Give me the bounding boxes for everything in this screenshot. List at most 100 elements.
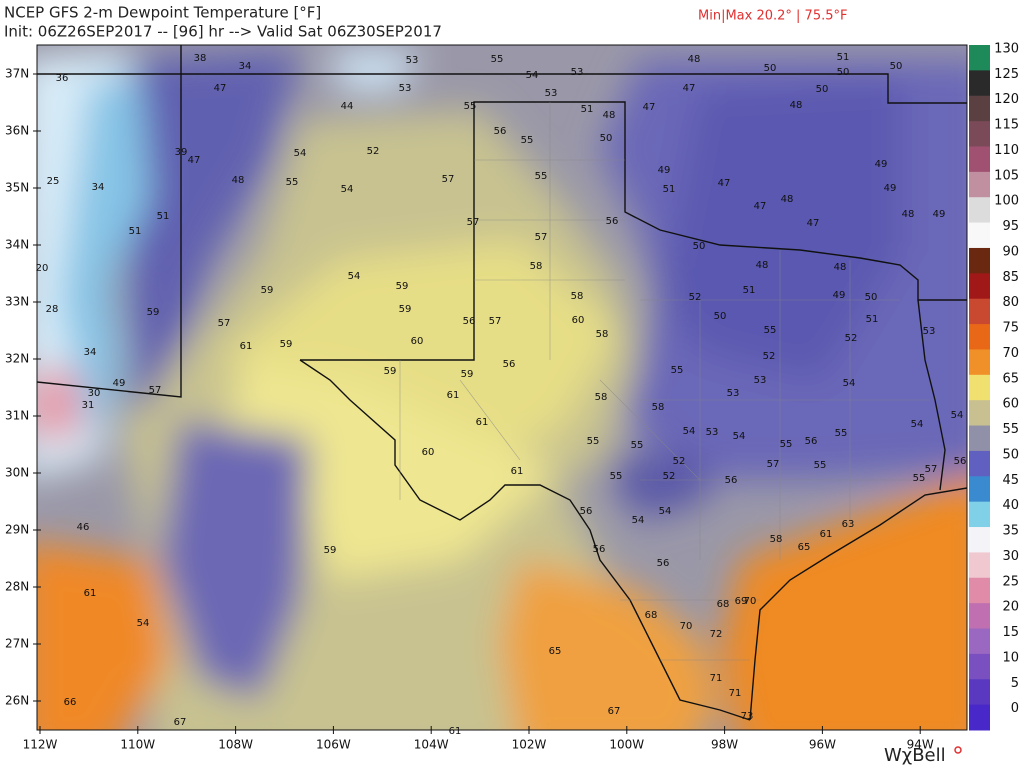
colorbar-swatch: [969, 374, 990, 401]
station-value: 48: [834, 262, 847, 273]
colorbar: 1301251201151101051009590858075706560555…: [969, 42, 1019, 731]
station-value: 53: [545, 88, 558, 99]
lon-label: 96W: [809, 738, 836, 752]
station-value: 48: [232, 175, 245, 186]
colorbar-swatch: [969, 324, 990, 350]
station-value: 55: [610, 471, 623, 482]
colorbar-label: 115: [994, 118, 1019, 133]
map-frame: [36, 44, 968, 731]
station-value: 54: [632, 515, 645, 526]
colorbar-swatch: [969, 95, 990, 122]
station-value: 51: [837, 52, 850, 63]
station-value: 47: [807, 218, 820, 229]
station-value: 20: [36, 263, 49, 274]
colorbar-swatch: [969, 273, 990, 300]
station-value: 70: [680, 621, 693, 632]
station-value: 55: [521, 135, 534, 146]
station-value: 59: [261, 285, 274, 296]
station-value: 59: [396, 281, 409, 292]
lon-label: 112W: [23, 738, 58, 752]
station-value: 60: [422, 447, 435, 458]
lat-label: 30N: [5, 466, 29, 480]
station-value: 34: [239, 61, 252, 72]
station-value: 58: [571, 291, 584, 302]
station-value: 61: [449, 726, 462, 737]
station-value: 51: [581, 104, 594, 115]
colorbar-swatch: [969, 577, 990, 604]
station-value: 58: [530, 261, 543, 272]
station-value: 61: [240, 341, 253, 352]
station-value: 67: [174, 717, 187, 728]
station-value: 50: [837, 67, 850, 78]
station-value: 55: [913, 473, 926, 484]
station-value: 69: [735, 596, 748, 607]
station-value: 53: [754, 375, 767, 386]
colorbar-swatch: [969, 476, 990, 503]
station-value: 55: [491, 54, 504, 65]
colorbar-label: 65: [1002, 371, 1019, 386]
station-value: 71: [729, 688, 742, 699]
station-value: 57: [489, 316, 502, 327]
colorbar-label: 55: [1002, 422, 1019, 437]
logo-dot: [954, 746, 962, 754]
station-value: 54: [137, 618, 150, 629]
station-value: 66: [64, 697, 77, 708]
station-value: 46: [77, 522, 90, 533]
lat-label: 35N: [5, 181, 29, 195]
station-value: 49: [113, 378, 126, 389]
station-value: 54: [341, 184, 354, 195]
lat-label: 28N: [5, 580, 29, 594]
station-value: 56: [954, 456, 967, 467]
station-value: 56: [593, 544, 606, 555]
colorbar-swatch: [969, 70, 990, 97]
colorbar-swatch: [969, 704, 990, 731]
station-value: 60: [411, 336, 424, 347]
station-value: 31: [82, 400, 95, 411]
station-value: 58: [595, 392, 608, 403]
station-value: 56: [606, 216, 619, 227]
station-value: 47: [643, 102, 656, 113]
station-value: 50: [816, 84, 829, 95]
station-value: 55: [780, 439, 793, 450]
colorbar-swatch: [969, 653, 990, 680]
station-value: 53: [706, 427, 719, 438]
station-value: 48: [756, 260, 769, 271]
station-value: 55: [631, 440, 644, 451]
colorbar-swatch: [969, 349, 990, 376]
station-value: 52: [689, 292, 702, 303]
lat-label: 37N: [5, 67, 29, 81]
colorbar-swatch: [969, 197, 990, 224]
station-value: 49: [875, 159, 888, 170]
colorbar-swatch: [969, 679, 990, 706]
station-value: 56: [805, 436, 818, 447]
station-value: 28: [46, 304, 59, 315]
station-value: 59: [399, 304, 412, 315]
lat-label: 31N: [5, 409, 29, 423]
colorbar-swatch: [969, 298, 990, 325]
colorbar-swatch: [969, 501, 990, 528]
logo: WχBell: [884, 745, 946, 766]
station-value: 50: [890, 61, 903, 72]
station-value: 55: [535, 171, 548, 182]
station-value: 65: [798, 542, 811, 553]
colorbar-label: 110: [994, 143, 1019, 158]
station-value: 53: [727, 388, 740, 399]
station-value: 56: [494, 126, 507, 137]
station-value: 68: [717, 599, 730, 610]
lon-label: 108W: [218, 738, 253, 752]
lon-label: 102W: [512, 738, 547, 752]
station-value: 50: [714, 311, 727, 322]
station-value: 55: [464, 101, 477, 112]
station-value: 55: [587, 436, 600, 447]
station-value: 51: [663, 184, 676, 195]
colorbar-label: 45: [1002, 473, 1019, 488]
colorbar-label: 95: [1002, 219, 1019, 234]
colorbar-label: 70: [1002, 346, 1019, 361]
station-value: 59: [324, 545, 337, 556]
station-value: 56: [725, 475, 738, 486]
station-value: 58: [770, 534, 783, 545]
station-value: 50: [865, 292, 878, 303]
station-value: 54: [683, 426, 696, 437]
lon-label: 98W: [711, 738, 738, 752]
colorbar-label: 120: [994, 92, 1019, 107]
